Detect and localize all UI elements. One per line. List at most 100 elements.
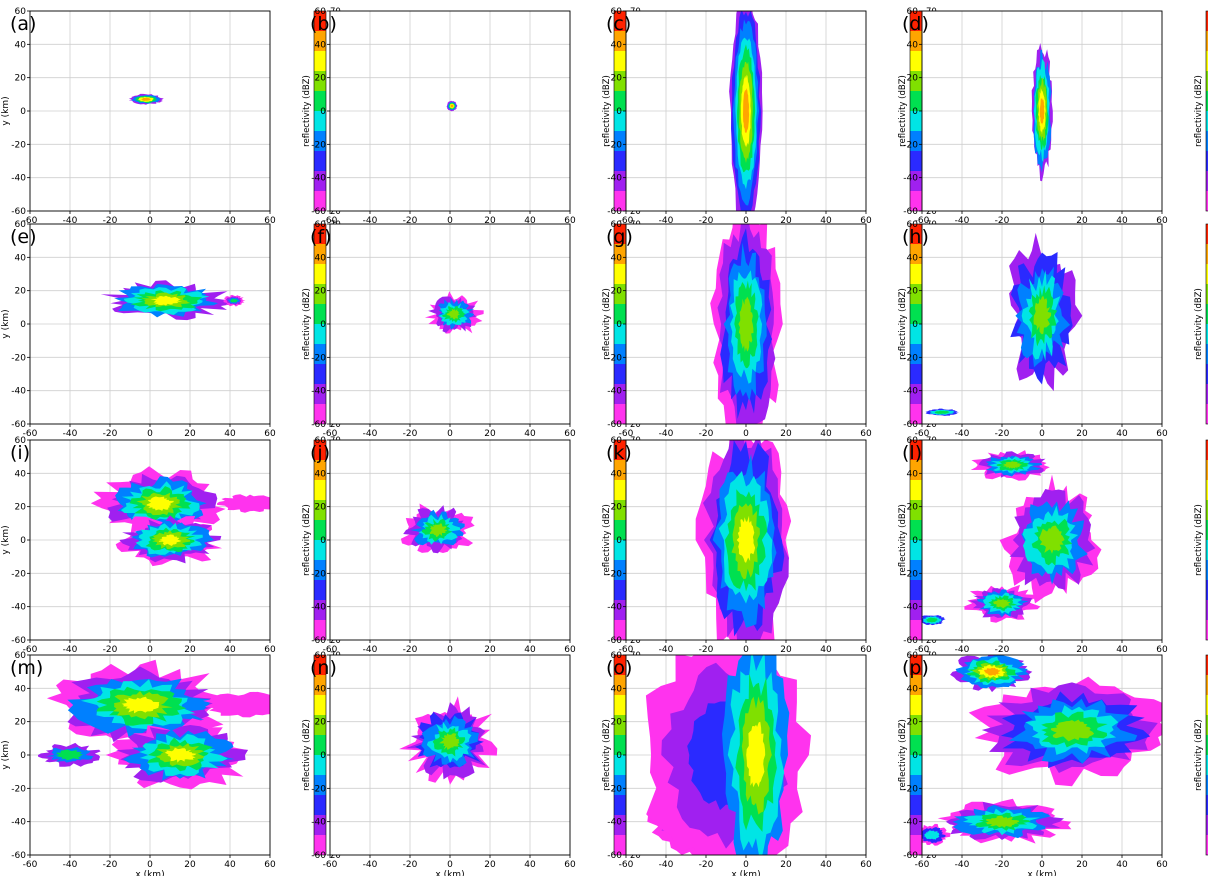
colorbar-segment bbox=[910, 11, 922, 31]
y-tick-label: -20 bbox=[311, 140, 326, 150]
colorbar-segment bbox=[614, 835, 626, 855]
x-tick-label: 40 bbox=[524, 216, 536, 226]
x-tick-label: -40 bbox=[363, 429, 378, 439]
colorbar-segment bbox=[314, 715, 326, 735]
y-axis-label: y (km) bbox=[1, 96, 11, 125]
colorbar-segment bbox=[314, 264, 326, 284]
colorbar-segment bbox=[614, 344, 626, 364]
colorbar-segment bbox=[1206, 264, 1208, 284]
colorbar-segment bbox=[910, 540, 922, 560]
colorbar-tick-label: 20 bbox=[926, 420, 937, 430]
x-tick-label: -20 bbox=[995, 216, 1010, 226]
x-tick-label: -60 bbox=[23, 216, 38, 226]
reflectivity-contour bbox=[1039, 97, 1045, 126]
y-tick-label: 0 bbox=[20, 107, 26, 117]
colorbar-segment bbox=[614, 735, 626, 755]
x-tick-label: 0 bbox=[1039, 860, 1045, 870]
colorbar-segment bbox=[910, 655, 922, 675]
x-tick-label: -60 bbox=[23, 645, 38, 655]
x-tick-label: -40 bbox=[659, 216, 674, 226]
colorbar-segment bbox=[1206, 560, 1208, 580]
x-tick-label: 60 bbox=[1156, 645, 1168, 655]
x-tick-label: -40 bbox=[955, 429, 970, 439]
colorbar-frame bbox=[1205, 10, 1208, 212]
colorbar-segment bbox=[614, 11, 626, 31]
y-tick-label: 60 bbox=[315, 436, 327, 446]
x-tick-label: 40 bbox=[224, 860, 236, 870]
colorbar-segment bbox=[1206, 344, 1208, 364]
y-tick-label: 0 bbox=[616, 751, 622, 761]
x-tick-label: -40 bbox=[659, 429, 674, 439]
y-tick-label: -40 bbox=[607, 174, 622, 184]
x-tick-label: -20 bbox=[699, 645, 714, 655]
x-axis-label: x (km) bbox=[135, 870, 164, 876]
colorbar-segment bbox=[314, 344, 326, 364]
colorbar-segment bbox=[614, 715, 626, 735]
colorbar-segment bbox=[314, 384, 326, 404]
colorbar-segment bbox=[910, 795, 922, 815]
colorbar-segment bbox=[314, 520, 326, 540]
colorbar-segment bbox=[1206, 324, 1208, 344]
y-tick-label: 0 bbox=[616, 536, 622, 546]
panel-label: (e) bbox=[10, 226, 37, 248]
y-axis-label: y (km) bbox=[1, 740, 11, 769]
y-tick-label: -40 bbox=[903, 818, 918, 828]
colorbar-segment bbox=[614, 480, 626, 500]
y-tick-label: 60 bbox=[611, 220, 623, 230]
y-tick-label: 0 bbox=[320, 536, 326, 546]
reflectivity-contour bbox=[158, 534, 182, 546]
reflectivity-contour bbox=[450, 104, 454, 108]
panel: -60 -40 -20 0 20 40 60 60 40 20 0 -20 -40 -60 (d) 70605… bbox=[902, 7, 1208, 226]
y-tick-label: 40 bbox=[15, 40, 27, 50]
y-tick-label: -20 bbox=[11, 353, 26, 363]
y-tick-label: 60 bbox=[611, 7, 623, 17]
x-tick-label: 0 bbox=[147, 860, 153, 870]
colorbar-label: reflectivity (dBZ) bbox=[1194, 504, 1204, 576]
x-tick-label: 20 bbox=[780, 645, 792, 655]
colorbar-segment bbox=[614, 675, 626, 695]
colorbar-segment bbox=[314, 51, 326, 71]
colorbar-label: reflectivity (dBZ) bbox=[1194, 288, 1204, 360]
x-tick-label: -60 bbox=[619, 645, 634, 655]
colorbar-segment bbox=[614, 620, 626, 640]
colorbar-segment bbox=[314, 480, 326, 500]
colorbar-segment bbox=[314, 11, 326, 31]
y-tick-label: -40 bbox=[311, 818, 326, 828]
colorbar-segment bbox=[314, 404, 326, 424]
y-tick-label: -40 bbox=[903, 603, 918, 613]
colorbar-segment bbox=[1206, 304, 1208, 324]
colorbar-segment bbox=[1206, 655, 1208, 675]
reflectivity-field bbox=[922, 450, 1102, 626]
colorbar-segment bbox=[1206, 795, 1208, 815]
colorbar-segment bbox=[1206, 600, 1208, 620]
x-tick-label: 40 bbox=[820, 429, 832, 439]
colorbar-segment bbox=[614, 815, 626, 835]
colorbar-segment bbox=[614, 560, 626, 580]
x-tick-label: 60 bbox=[860, 429, 872, 439]
colorbar-segment bbox=[910, 520, 922, 540]
reflectivity-contour bbox=[150, 295, 183, 306]
x-tick-label: -20 bbox=[995, 429, 1010, 439]
colorbar-segment bbox=[910, 264, 922, 284]
y-tick-label: 20 bbox=[907, 503, 919, 513]
x-tick-label: 60 bbox=[264, 429, 276, 439]
y-tick-label: -20 bbox=[311, 784, 326, 794]
x-tick-label: 0 bbox=[743, 860, 749, 870]
colorbar-segment bbox=[614, 655, 626, 675]
panel: -60 -40 -20 0 20 40 60 60 40 20 0 -20 -40 -60 (h) 70605… bbox=[902, 220, 1208, 439]
colorbar-label: reflectivity (dBZ) bbox=[302, 504, 312, 576]
x-tick-label: -40 bbox=[659, 645, 674, 655]
colorbar-segment bbox=[1206, 815, 1208, 835]
reflectivity-field bbox=[400, 503, 475, 554]
y-tick-label: 40 bbox=[15, 253, 27, 263]
colorbar-label: reflectivity (dBZ) bbox=[302, 719, 312, 791]
x-tick-label: 0 bbox=[1039, 216, 1045, 226]
colorbar-segment bbox=[614, 580, 626, 600]
y-tick-label: 60 bbox=[907, 220, 919, 230]
panel-label: (j) bbox=[310, 442, 330, 464]
y-tick-label: -20 bbox=[607, 353, 622, 363]
y-tick-label: 40 bbox=[611, 469, 623, 479]
x-tick-label: -60 bbox=[915, 645, 930, 655]
colorbar-segment bbox=[614, 71, 626, 91]
colorbar-segment bbox=[614, 795, 626, 815]
